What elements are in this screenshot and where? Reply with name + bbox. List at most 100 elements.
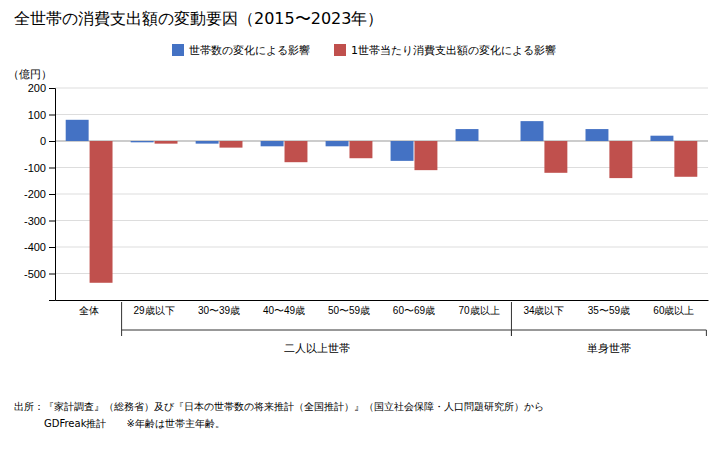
bars [66,120,698,283]
legend-item: 世帯数の変化による影響 [172,44,310,57]
y-tick: 200 [28,82,55,94]
bar-series [90,141,698,283]
y-axis-label: （億円） [8,68,52,81]
bracket-line [121,302,122,336]
y-tick-label: -500 [24,268,46,280]
chart-container: 全世帯の消費支出額の変動要因（2015〜2023年） -500 -400 -300 -2… [0,0,728,450]
y-tick-label: 0 [40,135,46,147]
bar [674,141,697,177]
grid-line [55,220,708,221]
group-bracket: 単身世帯 [511,302,706,355]
legend-swatch [172,44,184,56]
legend-swatch [334,44,346,56]
x-tick: 全体 [79,305,99,316]
x-axis: 全体 29歳以下 30〜39歳 40〜49歳 50〜59歳 60〜69歳 70歳以上 34歳以… [56,301,709,317]
x-tick-label: 50〜59歳 [328,305,370,316]
bar [414,141,437,170]
bar [285,141,308,162]
bar [456,129,479,141]
y-axis-line [49,89,56,301]
grid-line [55,194,708,195]
bar [261,141,284,146]
group-label: 二人以上世帯 [284,342,350,355]
x-tick-label: 全体 [79,305,99,316]
y-tick: -500 [24,268,55,280]
y-tick-label: -300 [24,215,46,227]
bar [479,141,502,142]
bar [650,136,673,141]
x-tick: 70歳以上 [458,305,499,316]
bracket-line [511,330,706,331]
bar [349,141,372,158]
y-tick: -100 [24,162,55,174]
x-tick-label: 40〜49歳 [263,305,305,316]
x-tick: 50〜59歳 [328,305,370,316]
y-tick-mark [49,88,55,89]
y-tick: -400 [24,241,55,253]
y-axis: -500 -400 -300 -200 -100 0 100 200 [24,82,56,300]
x-tick: 60〜69歳 [393,305,435,316]
bar-series [66,120,674,161]
x-tick-label: 35〜59歳 [588,305,630,316]
x-axis-line [56,300,709,301]
chart-svg: 全世帯の消費支出額の変動要因（2015〜2023年） -500 -400 -300 -2… [0,0,728,450]
bracket-line [706,330,707,336]
bar [326,141,349,146]
grid [55,88,708,274]
group-label: 単身世帯 [587,342,631,355]
y-tick-label: -200 [24,188,46,200]
bar [155,141,178,144]
y-tick-mark [49,247,55,248]
y-tick-mark [49,141,55,142]
x-tick: 30〜39歳 [198,305,240,316]
x-tick-label: 30〜39歳 [198,305,240,316]
x-tick: 35〜59歳 [588,305,630,316]
x-tick-label: 70歳以上 [458,305,499,316]
y-tick-label: 100 [28,109,46,121]
y-tick-mark [49,221,55,222]
y-tick-mark [49,168,55,169]
x-tick-label: 34歳以下 [523,305,564,316]
bar [609,141,632,178]
bar [66,120,89,141]
y-tick-mark [49,194,55,195]
bar [90,141,113,283]
y-tick-label: 200 [28,82,46,94]
y-tick: 0 [40,135,55,147]
bar [544,141,567,173]
x-tick: 29歳以下 [134,305,175,316]
grid-line [55,273,708,274]
legend-item: 1世帯当たり消費支出額の変化による影響 [334,44,556,57]
x-tick-label: 60歳以上 [653,305,694,316]
x-tick-label: 29歳以下 [134,305,175,316]
bar [131,141,154,142]
x-tick: 40〜49歳 [263,305,305,316]
grid-line [55,114,708,115]
bar [521,121,544,141]
grid-line [55,88,708,89]
group-bracket: 二人以上世帯 [122,302,512,355]
bar [586,129,609,141]
bracket-line [511,302,512,336]
y-tick-label: -400 [24,241,46,253]
title: 全世帯の消費支出額の変動要因（2015〜2023年） [14,9,383,28]
plot-area: -500 -400 -300 -200 -100 0 100 200（億円） 全体 29歳以下 30… [8,68,709,355]
x-tick: 60歳以上 [653,305,694,316]
bar [196,141,219,144]
y-tick: -200 [24,188,55,200]
y-tick: 100 [28,109,55,121]
legend-label: 世帯数の変化による影響 [189,44,310,57]
legend: 世帯数の変化による影響 1世帯当たり消費支出額の変化による影響 [172,44,556,57]
x-tick: 34歳以下 [523,305,564,316]
y-tick-label: -100 [24,162,46,174]
bar [391,141,414,161]
bracket-line [122,330,512,331]
y-tick-mark [49,115,55,116]
y-tick: -300 [24,215,55,227]
y-tick-mark [49,274,55,275]
grid-line [55,247,708,248]
x-tick-label: 60〜69歳 [393,305,435,316]
source-note: GDFreak推計 ※年齢は世帯主年齢。 [14,418,225,429]
source-note: 出所：『家計調査』（総務省）及び『日本の世帯数の将来推計（全国推計）』（国立社会… [14,401,544,412]
bar [220,141,243,148]
